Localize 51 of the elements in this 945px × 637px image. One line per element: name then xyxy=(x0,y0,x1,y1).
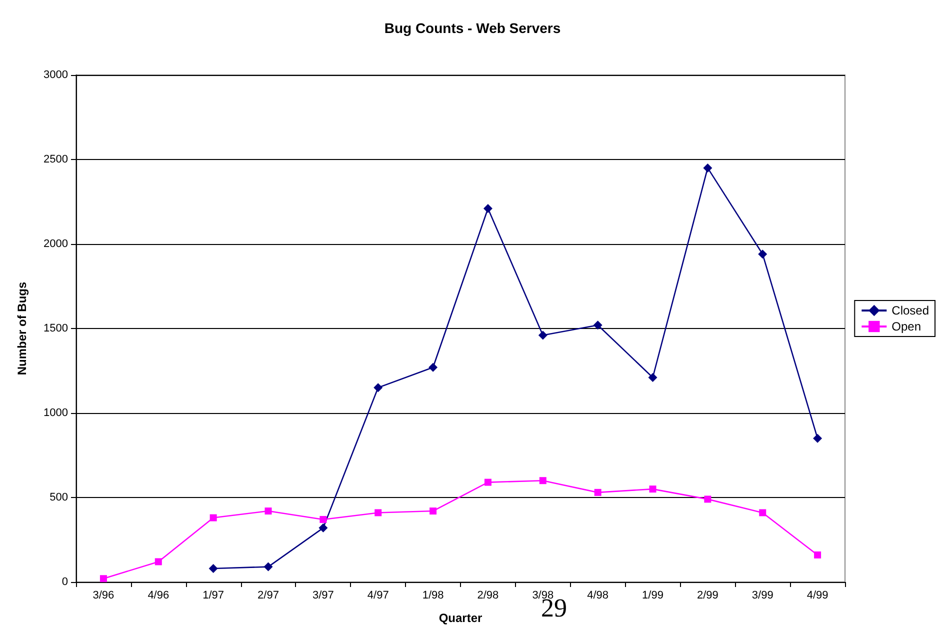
point xyxy=(649,486,656,493)
x-tick-label: 2/98 xyxy=(477,590,499,602)
chart-title: Bug Counts - Web Servers xyxy=(384,20,561,36)
point xyxy=(374,383,383,392)
y-tick-label: 500 xyxy=(50,492,68,504)
y-tick-label: 3000 xyxy=(44,69,68,81)
legend-label: Closed xyxy=(892,304,930,318)
x-tick-label: 1/99 xyxy=(642,590,664,602)
point xyxy=(483,204,492,214)
point xyxy=(264,562,273,572)
x-tick-label: 2/99 xyxy=(696,590,718,602)
x-tick-label: 4/97 xyxy=(367,590,389,602)
point xyxy=(374,509,382,516)
point xyxy=(814,551,822,558)
point xyxy=(758,250,768,259)
x-tick-label: 3/99 xyxy=(752,590,774,602)
point xyxy=(100,575,107,582)
x-tick-label: 4/99 xyxy=(806,590,828,602)
x-tick-label: 1/97 xyxy=(202,590,224,602)
y-tick-label: 0 xyxy=(62,576,68,588)
y-tick-label: 1500 xyxy=(44,322,68,334)
point xyxy=(264,508,272,515)
y-tick-label: 2500 xyxy=(44,154,68,166)
y-axis-title: Number of Bugs xyxy=(15,282,29,376)
x-tick-label: 4/98 xyxy=(587,590,609,602)
point xyxy=(538,330,548,340)
point xyxy=(593,320,602,330)
point xyxy=(648,373,658,382)
point xyxy=(759,509,766,516)
point xyxy=(704,496,712,503)
point xyxy=(320,516,327,523)
point xyxy=(210,514,217,522)
point xyxy=(703,163,712,172)
y-tick-label: 1000 xyxy=(44,407,68,419)
point xyxy=(430,508,437,515)
point xyxy=(813,434,822,443)
x-tick-label: 4/96 xyxy=(148,590,170,602)
point xyxy=(428,362,438,372)
x-tick-label: 2/97 xyxy=(258,590,279,602)
y-tick-label: 2000 xyxy=(44,238,68,250)
x-tick-label: 3/97 xyxy=(312,590,334,602)
point xyxy=(539,477,546,484)
point xyxy=(484,478,492,486)
x-tick-label: 3/96 xyxy=(92,590,114,602)
point xyxy=(154,558,162,566)
point xyxy=(594,488,602,496)
x-axis-title: Quarter xyxy=(438,611,482,625)
x-tick-label: 1/98 xyxy=(422,590,444,602)
point xyxy=(208,564,218,573)
legend-label: Open xyxy=(892,320,922,334)
point xyxy=(318,523,328,532)
